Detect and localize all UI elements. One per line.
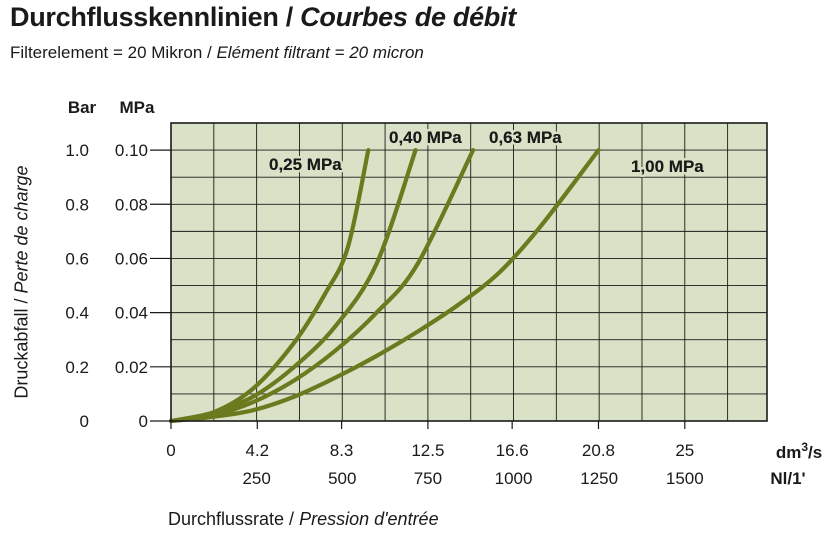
x-unit-primary-base: dm	[776, 443, 802, 462]
y-unit-mpa: MPa	[120, 98, 156, 117]
y-axis-title-main: Druckabfall	[11, 308, 32, 399]
series-line-3	[168, 147, 476, 424]
y-tick-label-bar: 1.0	[65, 141, 89, 160]
series-lines	[168, 147, 601, 424]
series-label-2-halo: 0,40 MPa	[389, 128, 462, 147]
grid	[171, 123, 767, 421]
series-line-2	[168, 147, 418, 424]
y-axis-title: Druckabfall / Perte de charge	[12, 165, 33, 398]
x-tick-label-primary: 8.3	[330, 441, 354, 460]
x-unit-primary-rest: /s	[808, 443, 822, 462]
x-axis-title-separator: /	[284, 509, 300, 529]
y-tick-label-mpa: 0.08	[115, 195, 148, 214]
subtitle-italic: Elément filtrant = 20 micron	[216, 43, 424, 62]
y-tick-label-mpa: 0.06	[115, 249, 148, 268]
y-tick-label-mpa: 0.10	[115, 141, 148, 160]
x-tick-label-primary: 4.2	[245, 441, 269, 460]
x-tick-label-primary: 16.6	[496, 441, 529, 460]
y-tick-label-bar: 0	[80, 412, 89, 431]
x-tick-label-primary: 0	[166, 441, 175, 460]
y-tick-label-mpa: 0	[139, 412, 148, 431]
x-tick-label-primary: 25	[675, 441, 694, 460]
x-tick-label-secondary: 250	[242, 469, 270, 488]
x-axis-title-italic: Pression d'entrée	[299, 509, 439, 529]
y-tick-label-mpa: 0.04	[115, 304, 148, 323]
labels: 000.020.20.040.40.060.60.080.80.101.0Bar…	[65, 98, 822, 488]
series-label-1-halo: 0,25 MPa	[269, 155, 342, 174]
title-italic: Courbes de débit	[300, 2, 516, 32]
page-title: Durchflusskennlinien / Courbes de débit	[10, 2, 516, 33]
title-main: Durchflusskennlinien	[10, 2, 279, 32]
series-line-4	[168, 147, 601, 424]
plot-frame	[170, 122, 768, 422]
series-label-4-halo: 1,00 MPa	[631, 157, 704, 176]
series-label-4: 1,00 MPa	[631, 157, 704, 176]
series-label-2: 0,40 MPa	[389, 128, 462, 147]
y-tick-label-bar: 0.6	[65, 249, 89, 268]
ticks	[150, 149, 686, 429]
x-axis-title-main: Durchflussrate	[168, 509, 285, 529]
x-tick-label-primary: 20.8	[582, 441, 615, 460]
x-tick-label-secondary: 1000	[495, 469, 533, 488]
x-axis-title: Durchflussrate / Pression d'entrée	[168, 509, 439, 530]
series-label-1: 0,25 MPa	[269, 155, 342, 174]
y-tick-label-bar: 0.8	[65, 195, 89, 214]
x-unit-primary-exp: 3	[801, 440, 808, 454]
title-separator: /	[278, 2, 301, 32]
y-tick-label-mpa: 0.02	[115, 358, 148, 377]
series-label-3: 0,63 MPa	[489, 128, 562, 147]
y-tick-label-bar: 0.2	[65, 358, 89, 377]
x-tick-label-secondary: 1250	[580, 469, 618, 488]
x-tick-label-primary: 12.5	[411, 441, 444, 460]
x-tick-label-secondary: 500	[328, 469, 356, 488]
x-unit-primary: dm3/s	[776, 440, 822, 462]
y-unit-bar: Bar	[68, 98, 97, 117]
y-axis-title-separator: /	[11, 293, 32, 309]
subtitle-separator: /	[202, 43, 217, 62]
x-unit-secondary: Nl/1'	[770, 469, 805, 488]
y-tick-label-bar: 0.4	[65, 304, 89, 323]
series-label-3-halo: 0,63 MPa	[489, 128, 562, 147]
subtitle-main: Filterelement = 20 Mikron	[10, 43, 203, 62]
y-axis-title-italic: Perte de charge	[11, 165, 32, 294]
x-tick-label-secondary: 1500	[666, 469, 704, 488]
page-subtitle: Filterelement = 20 Mikron / Elément filt…	[10, 43, 424, 63]
x-tick-label-secondary: 750	[414, 469, 442, 488]
